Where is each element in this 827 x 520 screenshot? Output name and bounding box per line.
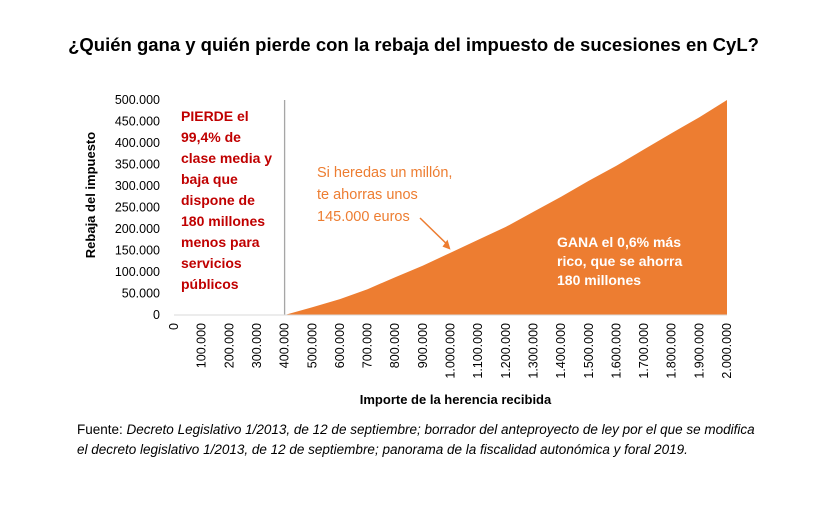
loser-annotation-line: 180 millones <box>181 213 265 229</box>
loser-annotation-line: servicios <box>181 255 242 271</box>
loser-annotation-line: baja que <box>181 171 238 187</box>
loser-annotation-line: públicos <box>181 276 239 292</box>
x-tick-label: 700.000 <box>361 323 375 368</box>
x-tick-label: 600.000 <box>333 323 347 368</box>
x-tick-label: 900.000 <box>416 323 430 368</box>
million-annotation-line: 145.000 euros <box>317 209 410 225</box>
x-tick-label: 400.000 <box>278 323 292 368</box>
x-tick-label: 0 <box>167 323 181 330</box>
x-tick-label: 200.000 <box>222 323 236 368</box>
arrow-head <box>442 239 451 250</box>
x-axis-title: Importe de la herencia recibida <box>360 392 552 407</box>
y-tick-label: 250.000 <box>115 201 160 215</box>
chart: 0 50.000 100.000 150.000 200.000 250.000 300.0… <box>83 93 734 407</box>
y-axis-title: Rebaja del impuesto <box>83 132 98 258</box>
x-tick-label: 2.000.000 <box>720 323 734 379</box>
source-label: Fuente: <box>77 422 123 437</box>
source-note: Fuente: Decreto Legislativo 1/2013, de 1… <box>77 420 767 460</box>
x-tick-label: 1.600.000 <box>609 323 623 379</box>
y-tick-label: 400.000 <box>115 136 160 150</box>
x-tick-label: 1.200.000 <box>499 323 513 379</box>
million-annotation-line: te ahorras unos <box>317 187 418 203</box>
loser-annotation-line: 99,4% de <box>181 129 241 145</box>
x-tick-label: 1.900.000 <box>692 323 706 379</box>
x-tick-label: 1.400.000 <box>554 323 568 379</box>
x-tick-label: 1.800.000 <box>665 323 679 379</box>
x-tick-label: 1.300.000 <box>526 323 540 379</box>
loser-annotation-line: PIERDE el <box>181 108 249 124</box>
x-tick-label: 1.500.000 <box>582 323 596 379</box>
x-tick-label: 300.000 <box>250 323 264 368</box>
loser-annotation-line: clase media y <box>181 150 272 166</box>
y-tick-label: 0 <box>153 308 160 322</box>
loser-annotation-line: menos para <box>181 234 260 250</box>
y-tick-label: 300.000 <box>115 179 160 193</box>
y-tick-label: 200.000 <box>115 222 160 236</box>
x-tick-label: 800.000 <box>388 323 402 368</box>
y-tick-label: 150.000 <box>115 244 160 258</box>
x-tick-label: 100.000 <box>195 323 209 368</box>
winner-annotation-line: GANA el 0,6% más <box>557 234 681 250</box>
winner-annotation-line: rico, que se ahorra <box>557 253 682 269</box>
source-text: Decreto Legislativo 1/2013, de 12 de sep… <box>77 422 755 457</box>
loser-annotation-line: dispone de <box>181 192 255 208</box>
area-series <box>174 100 727 315</box>
y-tick-label: 350.000 <box>115 158 160 172</box>
y-tick-label: 50.000 <box>122 287 160 301</box>
annotation-arrow <box>419 217 450 247</box>
x-tick-label: 1.100.000 <box>471 323 485 379</box>
y-tick-label: 450.000 <box>115 115 160 129</box>
chart-title: ¿Quién gana y quién pierde con la rebaja… <box>68 34 759 55</box>
x-tick-label: 1.700.000 <box>637 323 651 379</box>
million-annotation-line: Si heredas un millón, <box>317 165 452 181</box>
winner-annotation-line: 180 millones <box>557 272 641 288</box>
x-tick-label: 1.000.000 <box>444 323 458 379</box>
y-tick-label: 100.000 <box>115 265 160 279</box>
x-tick-label: 500.000 <box>305 323 319 368</box>
y-tick-label: 500.000 <box>115 93 160 107</box>
